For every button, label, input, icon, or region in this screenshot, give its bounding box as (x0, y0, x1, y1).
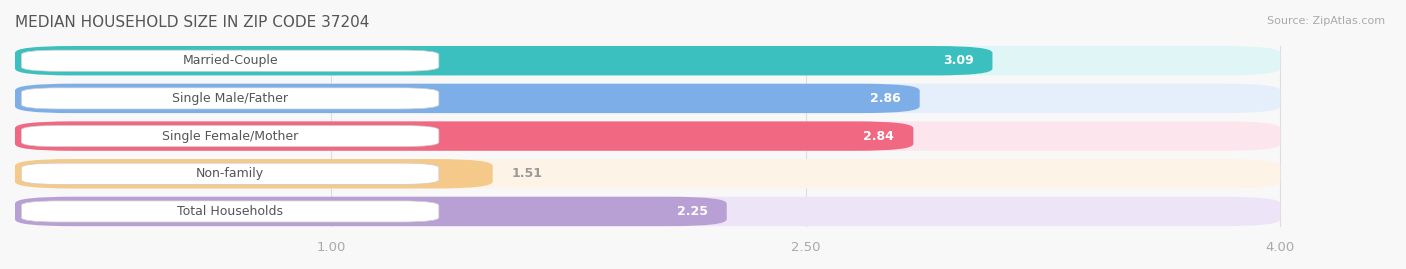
Text: Single Female/Mother: Single Female/Mother (162, 130, 298, 143)
Text: MEDIAN HOUSEHOLD SIZE IN ZIP CODE 37204: MEDIAN HOUSEHOLD SIZE IN ZIP CODE 37204 (15, 15, 370, 30)
FancyBboxPatch shape (21, 163, 439, 184)
Text: 1.51: 1.51 (512, 167, 543, 180)
FancyBboxPatch shape (15, 46, 1281, 75)
Text: 3.09: 3.09 (942, 54, 973, 67)
FancyBboxPatch shape (21, 126, 439, 147)
FancyBboxPatch shape (15, 197, 1281, 226)
Text: 2.25: 2.25 (676, 205, 707, 218)
Text: Single Male/Father: Single Male/Father (172, 92, 288, 105)
FancyBboxPatch shape (21, 88, 439, 109)
FancyBboxPatch shape (15, 197, 727, 226)
Text: 2.86: 2.86 (870, 92, 901, 105)
FancyBboxPatch shape (15, 159, 492, 189)
Text: Married-Couple: Married-Couple (183, 54, 278, 67)
FancyBboxPatch shape (15, 84, 1281, 113)
Text: 2.84: 2.84 (863, 130, 894, 143)
FancyBboxPatch shape (21, 201, 439, 222)
FancyBboxPatch shape (15, 159, 1281, 189)
FancyBboxPatch shape (21, 50, 439, 71)
FancyBboxPatch shape (15, 121, 1281, 151)
FancyBboxPatch shape (15, 121, 914, 151)
FancyBboxPatch shape (15, 84, 920, 113)
Text: Source: ZipAtlas.com: Source: ZipAtlas.com (1267, 16, 1385, 26)
Text: Total Households: Total Households (177, 205, 283, 218)
FancyBboxPatch shape (15, 46, 993, 75)
Text: Non-family: Non-family (195, 167, 264, 180)
